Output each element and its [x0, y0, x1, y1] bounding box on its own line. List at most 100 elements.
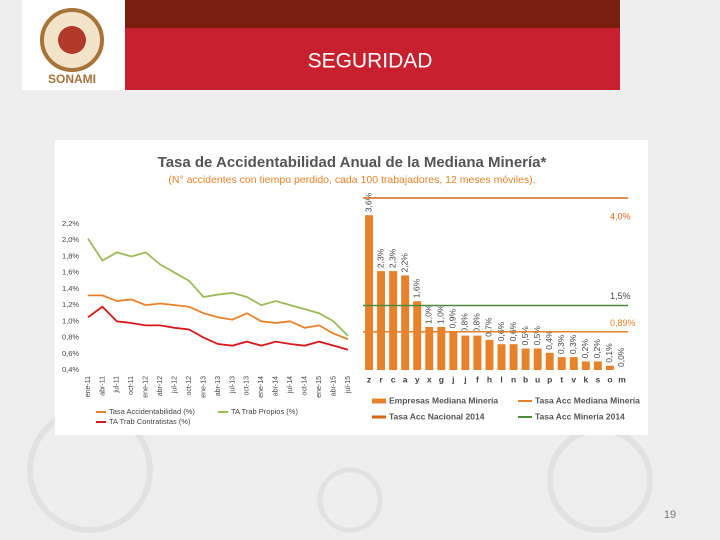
x-tick-label: b — [523, 374, 528, 384]
value-label: 0,5% — [520, 326, 530, 346]
x-tick-label: k — [583, 374, 588, 384]
logo-text: SONAMI — [48, 72, 96, 86]
value-label: 0,8% — [472, 313, 482, 333]
value-label: 0,3% — [568, 334, 578, 354]
x-tick-label: y — [415, 374, 420, 384]
x-tick-label: jul-13 — [229, 376, 236, 394]
legend-label: Tasa Acc Mediana Minería — [535, 395, 640, 405]
x-tick-label: jul-11 — [114, 376, 121, 394]
bar — [509, 344, 518, 370]
value-label: 2,3% — [375, 248, 385, 268]
value-label: 0,7% — [484, 317, 494, 337]
value-label: 0,5% — [532, 326, 542, 346]
x-tick-label: jul-12 — [172, 376, 179, 394]
legend-label: TA Trab Contratistas (%) — [109, 417, 191, 426]
value-label: 1,0% — [424, 304, 434, 324]
reference-label: 0,89% — [610, 318, 636, 328]
x-tick-label: p — [547, 374, 552, 384]
bar — [557, 357, 566, 370]
y-tick-label: 0,4% — [62, 365, 79, 374]
value-label: 0,2% — [592, 339, 602, 359]
logo-core — [58, 26, 86, 54]
bar — [413, 301, 422, 370]
header-band — [125, 28, 620, 90]
y-tick-label: 1,4% — [62, 284, 79, 293]
value-label: 0,9% — [448, 308, 458, 328]
x-tick-label: j — [463, 374, 466, 384]
legend-label: TA Trab Propios (%) — [231, 407, 298, 416]
x-tick-label: r — [379, 374, 383, 384]
reference-label: 4,0% — [610, 211, 631, 221]
x-tick-label: ene-13 — [200, 376, 207, 398]
bar — [581, 361, 590, 370]
value-label: 0,0% — [616, 347, 626, 367]
bar — [449, 331, 458, 370]
bar — [545, 352, 554, 370]
value-label: 1,6% — [411, 278, 421, 298]
bar — [389, 271, 398, 370]
value-label: 2,2% — [399, 253, 409, 273]
x-tick-label: abr-11 — [99, 376, 106, 396]
bar — [401, 275, 410, 370]
line — [87, 305, 349, 351]
y-tick-label: 1,0% — [62, 316, 79, 325]
x-tick-label: ene-12 — [143, 376, 150, 398]
x-tick-label: oct-14 — [302, 376, 309, 396]
chart-panel — [55, 140, 648, 435]
y-tick-label: 0,6% — [62, 349, 79, 358]
x-tick-label: x — [427, 374, 432, 384]
x-tick-label: s — [596, 374, 601, 384]
x-tick-label: oct-12 — [186, 376, 193, 396]
x-tick-label: oct-13 — [244, 376, 251, 396]
value-label: 0,2% — [580, 339, 590, 359]
bar — [605, 365, 614, 370]
y-tick-label: 0,8% — [62, 333, 79, 342]
value-label: 0,1% — [604, 343, 614, 363]
bar — [437, 327, 446, 370]
legend-label: Tasa Acc Minería 2014 — [535, 411, 625, 421]
x-tick-label: l — [500, 374, 502, 384]
reference-label: 1,5% — [610, 291, 631, 301]
header-image — [125, 0, 620, 30]
x-tick-label: g — [439, 374, 444, 384]
x-tick-label: u — [535, 374, 540, 384]
bar — [593, 361, 602, 370]
bar — [473, 335, 482, 370]
x-tick-label: j — [451, 374, 454, 384]
y-tick-label: 2,2% — [62, 219, 79, 228]
decor — [317, 467, 383, 533]
value-label: 1,0% — [436, 304, 446, 324]
x-tick-label: abr-12 — [157, 376, 164, 396]
x-tick-label: v — [571, 374, 576, 384]
y-tick-label: 1,8% — [62, 251, 79, 260]
x-tick-label: jul-15 — [345, 376, 352, 394]
x-tick-label: z — [367, 374, 371, 384]
value-label: 3,6% — [363, 192, 373, 212]
panel-subtitle: (N° accidentes con tiempo perdido, cada … — [168, 174, 535, 186]
x-tick-label: oct-11 — [128, 376, 135, 395]
value-label: 2,3% — [387, 248, 397, 268]
legend-label: Tasa Accidentabilidad (%) — [109, 407, 195, 416]
legend-label: Tasa Acc Nacional 2014 — [389, 411, 485, 421]
x-tick-label: h — [487, 374, 492, 384]
bar — [521, 348, 530, 370]
x-tick-label: m — [618, 374, 626, 384]
decor — [547, 427, 653, 533]
y-tick-label: 1,2% — [62, 300, 79, 309]
x-tick-label: abr-15 — [330, 376, 337, 396]
x-tick-label: t — [560, 374, 563, 384]
line — [87, 238, 349, 337]
x-tick-label: ene-15 — [316, 376, 323, 398]
y-tick-label: 2,0% — [62, 235, 79, 244]
value-label: 0,8% — [460, 313, 470, 333]
x-tick-label: abr-13 — [215, 376, 222, 396]
x-tick-label: f — [476, 374, 479, 384]
x-tick-label: n — [511, 374, 516, 384]
panel-title: Tasa de Accidentabilidad Anual de la Med… — [158, 154, 547, 171]
bar — [497, 344, 506, 370]
x-tick-label: ene-11 — [85, 376, 92, 397]
bar — [533, 348, 542, 370]
x-tick-label: c — [391, 374, 396, 384]
x-tick-label: jul-14 — [287, 376, 294, 394]
